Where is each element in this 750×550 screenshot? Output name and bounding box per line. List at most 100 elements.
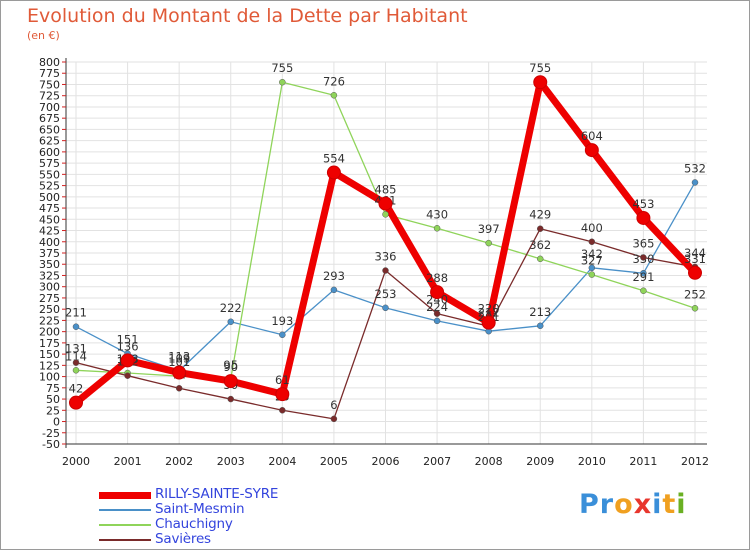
data-label: 95 bbox=[223, 358, 238, 372]
data-label: 755 bbox=[271, 61, 293, 75]
data-label: 114 bbox=[65, 349, 87, 363]
data-point bbox=[72, 367, 80, 374]
data-point bbox=[279, 78, 286, 86]
data-point bbox=[636, 210, 651, 225]
x-tick-label: 2002 bbox=[165, 455, 193, 468]
data-label: 344 bbox=[684, 246, 706, 260]
x-tick-label: 2003 bbox=[217, 455, 245, 468]
data-point bbox=[691, 305, 699, 312]
y-tick-label: 750 bbox=[39, 78, 60, 91]
data-point bbox=[223, 374, 238, 389]
data-point bbox=[72, 359, 80, 366]
data-label: 222 bbox=[220, 301, 242, 315]
data-label: 252 bbox=[684, 287, 706, 301]
data-point bbox=[378, 196, 393, 211]
data-point bbox=[227, 318, 234, 326]
data-label: 101 bbox=[168, 355, 190, 369]
y-tick-label: 675 bbox=[39, 112, 60, 125]
data-point bbox=[433, 317, 441, 325]
data-label: 365 bbox=[632, 236, 654, 250]
logo-letter: t bbox=[662, 489, 677, 520]
data-label: 362 bbox=[529, 238, 551, 252]
data-point bbox=[537, 255, 544, 263]
data-label: 604 bbox=[581, 129, 603, 143]
y-tick-label: 400 bbox=[39, 236, 60, 249]
y-tick-label: 425 bbox=[39, 225, 60, 238]
data-label: 109 bbox=[168, 352, 190, 366]
data-label: 453 bbox=[632, 197, 654, 211]
chart-title: Evolution du Montant de la Dette par Hab… bbox=[27, 5, 468, 27]
data-point bbox=[279, 331, 286, 339]
data-point bbox=[72, 323, 80, 330]
data-label: 291 bbox=[632, 270, 654, 284]
legend-swatch bbox=[99, 509, 151, 511]
y-tick-label: 25 bbox=[46, 404, 60, 417]
y-tick-label: 0 bbox=[53, 416, 60, 429]
legend-item: Savières bbox=[99, 531, 399, 547]
y-tick-label: 175 bbox=[39, 337, 60, 350]
data-label: 113 bbox=[168, 350, 190, 364]
data-label: 211 bbox=[65, 306, 87, 320]
data-label: 485 bbox=[375, 183, 397, 197]
y-tick-label: 200 bbox=[39, 326, 60, 339]
y-tick-label: -50 bbox=[42, 438, 60, 451]
data-point bbox=[382, 304, 389, 312]
y-tick-label: 650 bbox=[39, 123, 60, 136]
y-tick-label: 575 bbox=[39, 157, 60, 170]
y-tick-label: 300 bbox=[39, 281, 60, 294]
y-tick-label: 800 bbox=[39, 56, 60, 69]
x-tick-label: 2000 bbox=[62, 455, 90, 468]
legend-swatch bbox=[99, 491, 151, 499]
data-label: 212 bbox=[478, 305, 500, 319]
data-point bbox=[382, 267, 389, 274]
data-label: 151 bbox=[117, 333, 139, 347]
data-label: 136 bbox=[117, 339, 139, 353]
data-label: 224 bbox=[426, 300, 448, 314]
data-label: 288 bbox=[426, 271, 448, 285]
x-tick-label: 2012 bbox=[681, 455, 709, 468]
legend: RILLY-SAINTE-SYRE Saint-Mesmin Chauchigny S… bbox=[99, 486, 399, 547]
data-point bbox=[433, 225, 441, 232]
y-tick-label: 550 bbox=[39, 168, 60, 181]
data-point bbox=[279, 407, 286, 414]
data-point bbox=[124, 372, 131, 379]
y-tick-label: 775 bbox=[39, 67, 60, 80]
data-point bbox=[481, 315, 496, 330]
data-label: 220 bbox=[478, 302, 500, 316]
y-tick-label: 125 bbox=[39, 359, 60, 372]
y-tick-label: 475 bbox=[39, 202, 60, 215]
data-point bbox=[69, 395, 83, 410]
data-point bbox=[588, 264, 596, 272]
y-tick-label: 50 bbox=[46, 393, 60, 406]
x-tick-label: 2008 bbox=[475, 455, 503, 468]
data-label: 327 bbox=[581, 254, 603, 268]
data-label: 193 bbox=[271, 314, 293, 328]
data-point bbox=[227, 395, 234, 403]
y-tick-label: 600 bbox=[39, 146, 60, 159]
legend-item: Saint-Mesmin bbox=[99, 501, 399, 517]
legend-label: Chauchigny bbox=[155, 516, 233, 532]
data-label: 6 bbox=[330, 398, 337, 412]
data-label: 331 bbox=[684, 252, 706, 266]
data-point bbox=[588, 271, 596, 278]
y-tick-label: 625 bbox=[39, 135, 60, 148]
data-point bbox=[640, 269, 647, 277]
data-label: 293 bbox=[323, 269, 345, 283]
data-label: 42 bbox=[69, 382, 84, 396]
x-tick-label: 2006 bbox=[372, 455, 400, 468]
y-tick-label: 525 bbox=[39, 180, 60, 193]
data-label: 554 bbox=[323, 152, 345, 166]
x-tick-label: 2010 bbox=[578, 455, 606, 468]
legend-swatch bbox=[99, 524, 151, 526]
y-tick-label: 450 bbox=[39, 213, 60, 226]
x-tick-label: 2011 bbox=[629, 455, 657, 468]
legend-item: Chauchigny bbox=[99, 516, 399, 532]
data-label: 213 bbox=[529, 305, 551, 319]
data-point bbox=[537, 322, 544, 330]
data-point bbox=[691, 179, 699, 186]
legend-item: RILLY-SAINTE-SYRE bbox=[99, 486, 399, 502]
data-point bbox=[430, 285, 445, 300]
y-tick-label: 225 bbox=[39, 314, 60, 327]
y-tick-label: 700 bbox=[39, 101, 60, 114]
